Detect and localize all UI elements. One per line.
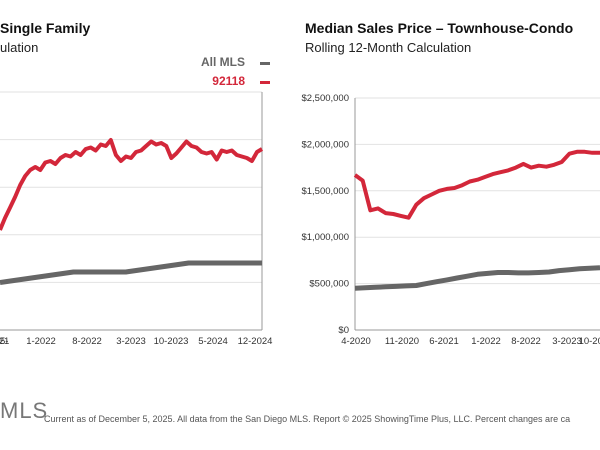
left-x-tick-label: 10-2023 <box>154 336 189 347</box>
right-y-tick-label: $2,000,000 <box>301 139 349 150</box>
right-series-all-mls <box>354 265 600 291</box>
right-x-tick-label: 5- <box>0 336 8 347</box>
right-x-tick-label: 11-2020 <box>385 336 419 347</box>
legend-all-mls-label: All MLS <box>201 55 245 69</box>
left-series-all-mls <box>0 260 262 285</box>
right-x-tick-label: 3-2023 <box>552 336 582 347</box>
left-chart-subtitle: ulation <box>0 40 39 55</box>
left-chart-title: Single Family <box>0 20 91 36</box>
right-x-tick-label: 6-2021 <box>429 336 459 347</box>
legend-92118-label: 92118 <box>212 74 245 88</box>
legend-all-mls-swatch <box>260 62 270 65</box>
mls-logo: MLS <box>0 398 49 423</box>
right-chart-title: Median Sales Price – Townhouse-Condo <box>305 20 574 36</box>
right-x-tick-label: 1-2022 <box>471 336 501 347</box>
right-y-tick-label: $500,000 <box>309 279 349 290</box>
right-y-tick-label: $1,500,000 <box>301 186 349 197</box>
left-series-92118 <box>0 138 264 231</box>
footer-note: Current as of December 5, 2025. All data… <box>44 414 571 424</box>
right-x-tick-label: 4-2020 <box>341 336 371 347</box>
left-x-tick-label: 3-2023 <box>116 336 146 347</box>
left-x-tick-label: 1-2022 <box>26 336 56 347</box>
right-chart-subtitle: Rolling 12-Month Calculation <box>305 40 472 55</box>
right-series-92118 <box>353 149 600 220</box>
right-y-tick-label: $1,000,000 <box>301 232 349 243</box>
left-x-tick-label: 5-2024 <box>198 336 228 347</box>
right-y-tick-label: $0 <box>338 325 349 336</box>
left-x-tick-label: 8-2022 <box>72 336 102 347</box>
left-x-tick-label: 12-2024 <box>238 336 273 347</box>
right-y-tick-label: $2,500,000 <box>301 93 349 104</box>
right-x-tick-label: 10-2023 <box>579 336 600 347</box>
right-x-tick-label: 8-2022 <box>511 336 541 347</box>
left-x-tick-label: 21 <box>0 336 9 347</box>
legend-92118-swatch <box>260 81 270 84</box>
